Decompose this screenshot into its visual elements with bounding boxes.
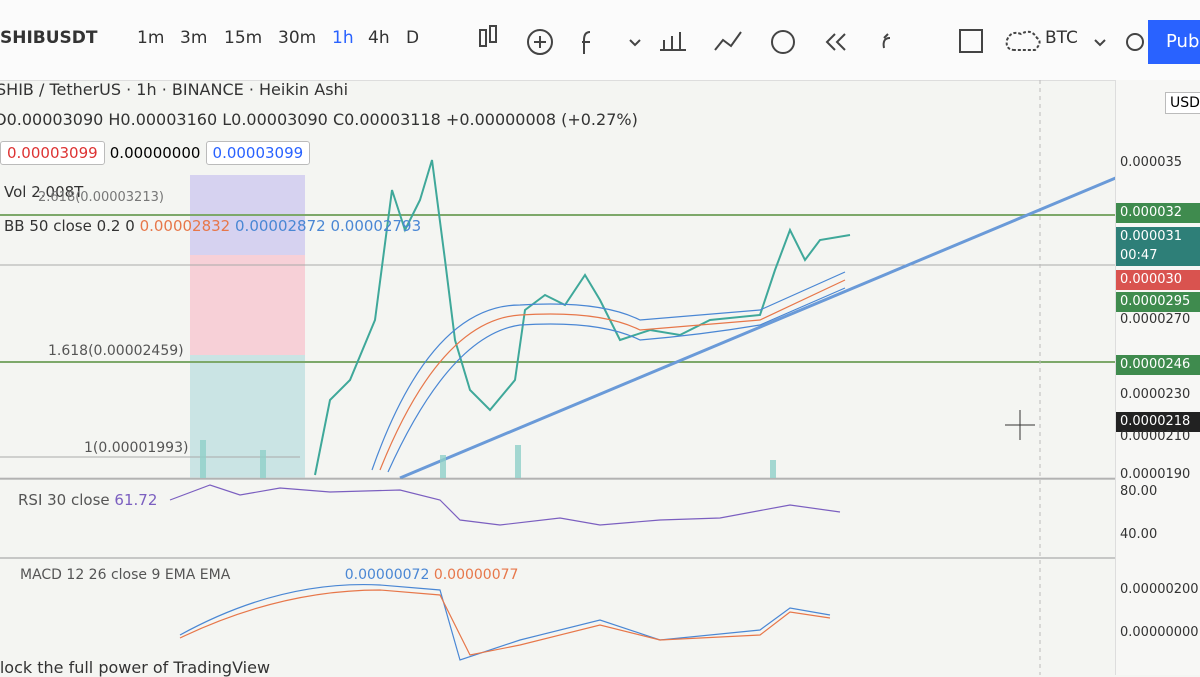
price-label: 0.0000190 — [1120, 467, 1191, 482]
interval-button[interactable]: 4h — [368, 28, 390, 48]
price-label: 0.000032 — [1116, 203, 1200, 223]
volume-value: 2.008T — [31, 183, 84, 201]
footer-banner[interactable]: Unlock the full power of TradingView — [0, 658, 271, 677]
value-boxes: 0.00003099 0.00000000 0.00003099 — [0, 141, 311, 165]
price-label: 0.0000295 — [1116, 292, 1200, 312]
interval-button[interactable]: 30m — [278, 28, 317, 48]
fib-level: 1(0.00001993) — [84, 440, 189, 456]
fib-level: 2.618(0.00003213) — [38, 190, 164, 205]
price-label: 0.00000200 — [1120, 582, 1199, 597]
bb: BB 50 close 0.2 0 0.00002832 0.00002872 … — [4, 217, 421, 235]
volume-label: Vol — [4, 183, 27, 201]
signal-value: 0.00000077 — [433, 567, 519, 583]
interval-button[interactable]: 1m — [137, 28, 165, 48]
low: L0.00003090 — [222, 110, 328, 129]
price-label: 0.00000000 — [1120, 625, 1199, 640]
rsi: RSI 30 close 61.72 — [18, 491, 157, 509]
price-label: 0.0000246 — [1116, 355, 1200, 375]
interval-button[interactable]: 15m — [224, 28, 263, 48]
price-axis — [1115, 80, 1200, 675]
publish-button[interactable]: Pub — [1148, 20, 1200, 64]
rsi-label: RSI 30 close — [18, 491, 110, 509]
change: +0.00000008 (+0.27%) — [445, 110, 638, 129]
price-label: 80.00 — [1120, 484, 1158, 499]
price-label: 0.0000230 — [1120, 387, 1191, 402]
price-label: 0.000031 — [1116, 227, 1200, 247]
price-label: 0.0000210 — [1120, 429, 1191, 444]
chart-canvas — [0, 80, 1115, 675]
price-label: 0.000035 — [1120, 155, 1183, 170]
sell-box[interactable]: 0.00003099 — [0, 141, 105, 165]
fib-level: 1.618(0.00002459) — [48, 343, 184, 359]
open: O0.00003090 — [0, 110, 104, 129]
price-label: 40.00 — [1120, 527, 1158, 542]
ohlc: O0.00003090 H0.00003160 L0.00003090 C0.0… — [0, 110, 638, 129]
price-label: 0.0000270 — [1120, 312, 1191, 327]
bb-basis: 0.00002832 — [139, 217, 231, 235]
interval-button[interactable]: 3m — [180, 28, 208, 48]
macd-value: 0.00000072 — [344, 567, 430, 583]
spread: 0.00000000 — [109, 144, 201, 162]
price-label: 0.000030 — [1116, 270, 1200, 290]
symbol-title: SHIB / TetherUS · 1h · BINANCE · Heikin … — [0, 80, 349, 99]
bb-upper: 0.00002872 — [235, 217, 326, 235]
bb-lower: 0.00002793 — [330, 217, 422, 235]
volume: Vol 2.008T — [4, 183, 83, 201]
close: C0.00003118 — [332, 110, 441, 129]
interval-button[interactable]: 1h — [332, 28, 354, 48]
interval-button[interactable]: D — [406, 28, 420, 48]
rsi-value: 61.72 — [114, 491, 158, 509]
buy-box[interactable]: 0.00003099 — [205, 141, 311, 165]
macd: MACD 12 26 close 9 EMA EMA 0.00000072 0.… — [20, 567, 518, 583]
price-label: 00:47 — [1116, 246, 1200, 266]
high: H0.00003160 — [108, 110, 218, 129]
compare-symbol[interactable]: BTC — [1045, 28, 1078, 48]
toolbar-icons — [479, 25, 1144, 55]
bb-label: BB 50 close 0.2 0 — [4, 217, 135, 235]
price-label: 0.0000218 — [1116, 412, 1200, 432]
macd-label: MACD 12 26 close 9 EMA EMA — [20, 567, 231, 583]
toolbar: SHIBUSDT 1m 3m 15m 30m 1h 4h D BTC Pub — [0, 0, 1200, 81]
symbol[interactable]: SHIBUSDT — [0, 28, 98, 48]
currency[interactable]: USD — [1165, 92, 1200, 114]
